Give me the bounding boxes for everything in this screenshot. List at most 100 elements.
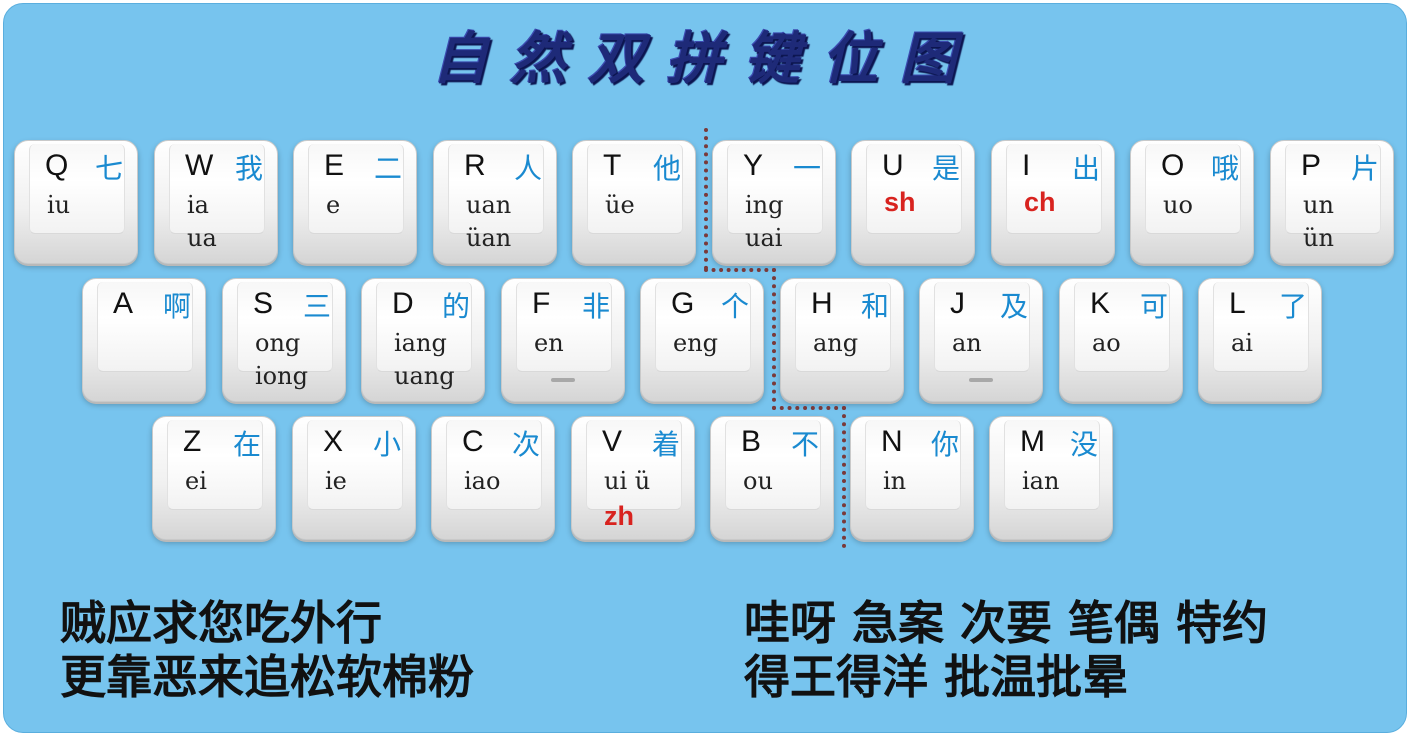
key-finals: un ün — [1303, 189, 1334, 255]
key-finals: eng — [673, 327, 718, 360]
key-final: uo — [1163, 191, 1193, 219]
key-example-char: 在 — [232, 428, 261, 461]
key-example-char: 没 — [1069, 428, 1098, 461]
mnemonic-right: 哇呀 急案 次要 笔偶 特约 得王得洋 批温批晕 — [744, 596, 1268, 704]
key-letter: I — [1022, 149, 1031, 182]
key-w: W 我 ia ua — [154, 140, 278, 264]
hand-divider-step1 — [704, 268, 776, 272]
key-final: iang — [394, 329, 447, 357]
key-face — [167, 420, 263, 510]
key-letter: Z — [183, 425, 202, 458]
key-face — [1285, 144, 1381, 234]
key-face — [307, 420, 403, 510]
key-finals: iu — [47, 189, 70, 222]
key-final: ei — [185, 467, 207, 495]
key-finals: üe — [605, 189, 635, 222]
hand-divider-middle — [772, 268, 776, 410]
key-face — [1074, 282, 1170, 372]
key-final: uai — [745, 224, 783, 252]
key-letter: K — [1090, 287, 1111, 320]
mnemonic-left-line-1: 贼应求您吃外行 — [60, 596, 382, 650]
key-example-char: 啊 — [162, 290, 191, 323]
key-final: ui ü — [604, 467, 651, 495]
key-final: in — [883, 467, 907, 495]
key-face — [97, 282, 193, 372]
key-finals: ui ü — [604, 465, 650, 498]
key-final: ing — [745, 191, 784, 219]
key-final: an — [952, 329, 982, 357]
key-example-char: 哦 — [1210, 152, 1239, 185]
key-letter: P — [1301, 149, 1322, 182]
key-initial: zh — [604, 501, 634, 531]
key-final: iu — [47, 191, 71, 219]
key-final: uan — [466, 191, 512, 219]
key-d: D 的 iang uang — [361, 278, 485, 402]
mnemonic-right-line-2: 得王得洋 批温批晕 — [744, 650, 1129, 704]
key-final: ao — [1092, 329, 1121, 357]
key-example-char: 及 — [999, 290, 1028, 323]
key-letter: E — [324, 149, 345, 182]
key-finals: ie — [325, 465, 347, 498]
key-finals: ong iong — [255, 327, 308, 393]
key-face — [1213, 282, 1309, 372]
key-final: üe — [605, 191, 635, 219]
key-face — [237, 282, 333, 372]
key-finals: en — [534, 327, 564, 360]
key-letter: R — [464, 149, 486, 182]
key-y: Y 一 ing uai — [712, 140, 836, 264]
key-face — [866, 144, 962, 234]
key-letter: B — [741, 425, 762, 458]
key-t: T 他 üe — [572, 140, 696, 264]
key-example-char: 和 — [860, 290, 889, 323]
key-example-char: 了 — [1278, 290, 1307, 323]
key-final: ong — [255, 329, 301, 357]
key-letter: F — [532, 287, 551, 320]
key-finals: ei — [185, 465, 207, 498]
key-i: I 出 ch — [991, 140, 1115, 264]
key-final: ie — [325, 467, 347, 495]
key-face — [865, 420, 961, 510]
key-face — [308, 144, 404, 234]
key-example-char: 人 — [513, 152, 542, 185]
key-v: V 着 ui ü zh — [571, 416, 695, 540]
key-face — [655, 282, 751, 372]
key-face — [725, 420, 821, 510]
key-f: F 非 en — [501, 278, 625, 402]
key-face — [1145, 144, 1241, 234]
key-letter: L — [1229, 287, 1246, 320]
key-face — [795, 282, 891, 372]
key-h: H 和 ang — [780, 278, 904, 402]
home-row-bump-icon — [969, 378, 993, 382]
key-initial: ch — [1024, 187, 1056, 217]
key-face — [376, 282, 472, 372]
key-x: X 小 ie — [292, 416, 416, 540]
key-k: K 可 ao — [1059, 278, 1183, 402]
key-example-char: 小 — [372, 428, 401, 461]
key-face — [727, 144, 823, 234]
key-final: ün — [1303, 224, 1334, 252]
key-example-char: 不 — [790, 428, 819, 461]
key-initial: sh — [884, 187, 916, 217]
key-final: e — [326, 191, 341, 219]
key-final: un — [1303, 191, 1334, 219]
key-finals: ang — [813, 327, 858, 360]
key-letter: H — [811, 287, 833, 320]
key-example-char: 二 — [373, 152, 402, 185]
key-finals: ou — [743, 465, 773, 498]
key-letter: V — [602, 425, 623, 458]
key-example-char: 出 — [1071, 152, 1100, 185]
key-finals: in — [883, 465, 906, 498]
key-g: G 个 eng — [640, 278, 764, 402]
key-s: S 三 ong iong — [222, 278, 346, 402]
key-example-char: 个 — [720, 290, 749, 323]
key-p: P 片 un ün — [1270, 140, 1394, 264]
key-face — [446, 420, 542, 510]
key-letter: J — [950, 287, 965, 320]
key-finals: e — [326, 189, 340, 222]
key-example-char: 次 — [511, 428, 540, 461]
key-m: M 没 ian — [989, 416, 1113, 540]
key-letter: W — [185, 149, 214, 182]
key-final: ua — [187, 224, 217, 252]
hand-divider-step2 — [772, 406, 846, 410]
